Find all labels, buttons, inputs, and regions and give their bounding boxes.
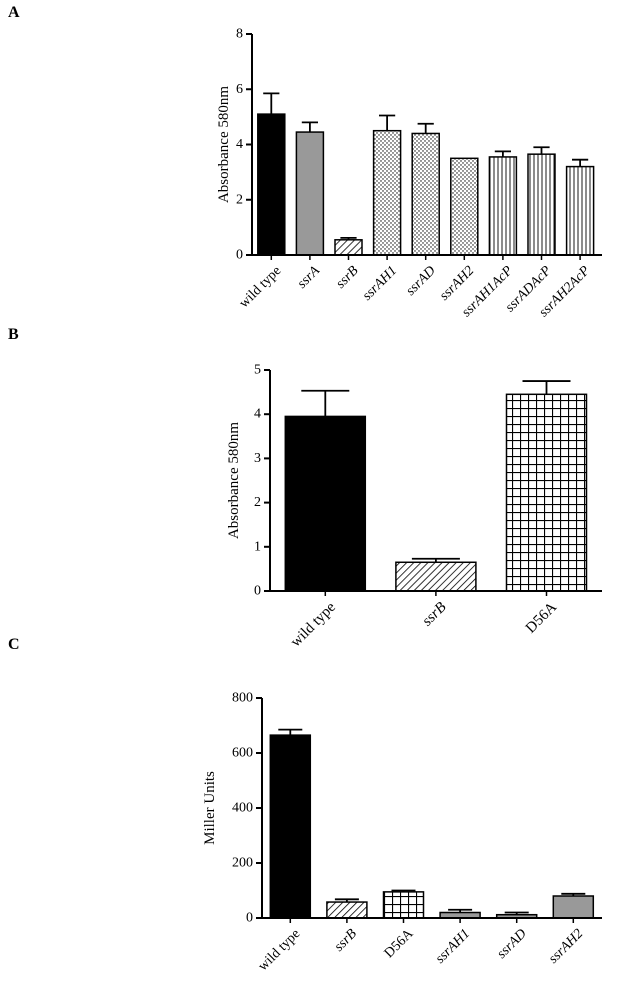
panel-b-category-label: wild type xyxy=(288,599,339,650)
panel-a-bar xyxy=(488,156,518,256)
panel-a-y-axis-label: Absorbance 580nm xyxy=(216,86,232,203)
panel-b-y-axis-label: Absorbance 580nm xyxy=(226,422,242,539)
panel-b-bar xyxy=(395,561,477,592)
panel-a-category-label: ssrB xyxy=(333,263,362,292)
panel-a-bar xyxy=(411,132,440,256)
panel-c-bar xyxy=(269,734,312,919)
panel-a-y-tick-label: 2 xyxy=(236,192,243,207)
panel-b-bar xyxy=(284,415,367,592)
panel-c-category-label: wild type xyxy=(256,926,304,974)
panel-a-y-tick-label: 0 xyxy=(236,248,243,263)
panel-a-bar xyxy=(450,157,479,256)
panel-b-letter: B xyxy=(8,326,19,343)
panel-c-bar xyxy=(326,901,368,919)
panel-a-category-label: wild type xyxy=(237,263,285,311)
panel-c-category-label: ssrAH1 xyxy=(433,926,473,966)
panel-c-category-label: ssrAD xyxy=(494,926,529,961)
panel-a-category-label: ssrAH1 xyxy=(360,263,400,303)
panel-c-letter: C xyxy=(8,636,20,653)
panel-b-y-tick-label: 1 xyxy=(254,539,261,554)
panel-c-y-tick-label: 400 xyxy=(232,801,253,816)
panel-a-bar xyxy=(334,239,363,256)
panel-b-category-label: D56A xyxy=(523,599,560,636)
panel-a-bar xyxy=(527,153,556,256)
panel-c-bar xyxy=(382,891,425,919)
panel-a-category-label: ssrA xyxy=(295,263,324,292)
panel-b-y-tick-label: 3 xyxy=(254,451,261,466)
panel-c-y-tick-label: 0 xyxy=(246,911,253,926)
panel-a-bar xyxy=(372,129,402,256)
panel-a-category-label: ssrAD xyxy=(403,263,438,298)
panel-b-y-tick-label: 0 xyxy=(254,584,261,599)
panel-a-bar xyxy=(565,165,595,256)
panel-c-y-tick-label: 600 xyxy=(232,746,253,761)
panel-a-letter: A xyxy=(8,4,20,21)
panel-b-y-tick-label: 5 xyxy=(254,363,261,378)
panel-b-bar xyxy=(505,393,588,592)
panel-b-category-label: ssrB xyxy=(419,599,449,629)
panel-a-bar xyxy=(295,131,325,256)
panel-a-y-tick-label: 6 xyxy=(236,82,243,97)
panel-a-bar xyxy=(257,113,286,256)
panel-c-bar xyxy=(552,895,595,919)
panel-b-y-tick-label: 2 xyxy=(254,495,261,510)
panel-c-category-label: ssrB xyxy=(332,926,361,955)
panel-c-y-tick-label: 200 xyxy=(232,856,253,871)
panel-b-y-tick-label: 4 xyxy=(254,407,261,422)
panel-c-y-axis-label: Miller Units xyxy=(202,771,218,845)
panel-a-y-tick-label: 4 xyxy=(236,137,243,152)
panel-a-y-tick-label: 8 xyxy=(236,27,243,42)
panel-c-category-label: D56A xyxy=(382,926,417,961)
panel-c-y-tick-label: 800 xyxy=(232,691,253,706)
panel-c-category-label: ssrAH2 xyxy=(546,926,586,966)
